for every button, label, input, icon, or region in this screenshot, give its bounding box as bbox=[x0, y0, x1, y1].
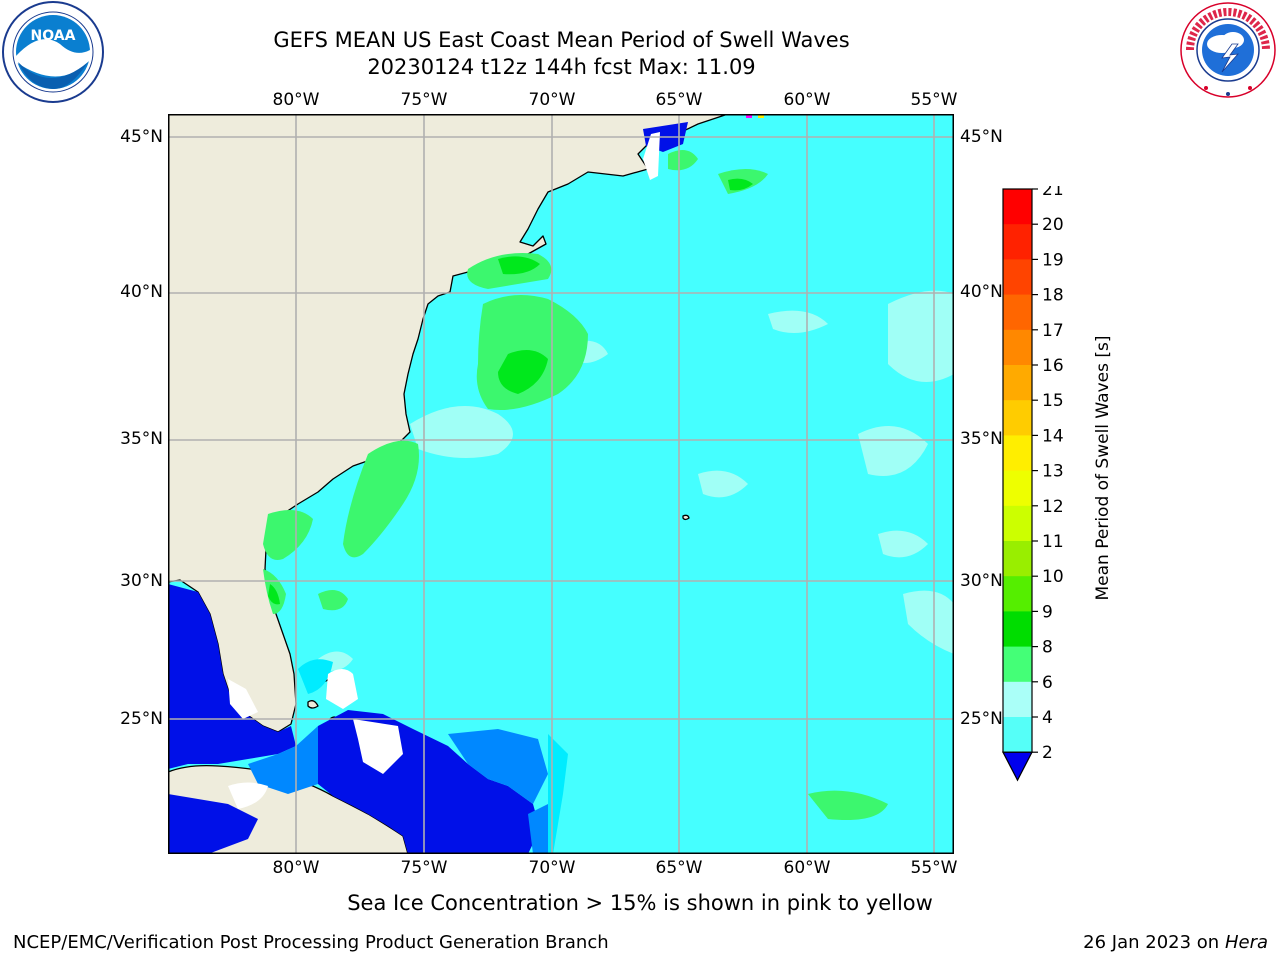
colorbar-band bbox=[1003, 224, 1032, 260]
colorbar-tick-label: 20 bbox=[1042, 215, 1064, 235]
colorbar-band bbox=[1003, 541, 1032, 577]
period-6-8-fill bbox=[298, 659, 568, 854]
nws-logo bbox=[1176, 0, 1280, 100]
swell-period-map bbox=[167, 113, 954, 855]
machine-name: Hera bbox=[1224, 932, 1268, 953]
credit-text: NCEP/EMC/Verification Post Processing Pr… bbox=[13, 932, 609, 953]
period-4-6-fill bbox=[248, 726, 548, 854]
colorbar-tick-label: 15 bbox=[1042, 391, 1064, 411]
colorbar-tick-label: 8 bbox=[1042, 638, 1053, 658]
lon-label-top: 70°W bbox=[528, 90, 576, 110]
colorbar-band bbox=[1003, 470, 1032, 507]
lat-label-left: 25°N bbox=[120, 709, 163, 729]
lat-label-right: 40°N bbox=[960, 282, 1003, 302]
lat-label-right: 35°N bbox=[960, 429, 1003, 449]
colorbar-tick-label: 6 bbox=[1042, 673, 1053, 693]
date-stamp: 26 Jan 2023 on Hera bbox=[1083, 932, 1268, 953]
lon-label-top: 55°W bbox=[910, 90, 958, 110]
colorbar-tick-label: 11 bbox=[1042, 532, 1064, 552]
colorbar-label: Mean Period of Swell Waves [s] bbox=[1093, 335, 1113, 601]
colorbar-band bbox=[1003, 400, 1032, 436]
lon-label-bottom: 80°W bbox=[272, 858, 320, 878]
sea-ice-note: Sea Ice Concentration > 15% is shown in … bbox=[0, 891, 1280, 915]
colorbar-band bbox=[1003, 505, 1032, 542]
chart-title: GEFS MEAN US East Coast Mean Period of S… bbox=[273, 28, 850, 52]
colorbar-band bbox=[1003, 681, 1032, 718]
colorbar-svg: 21 20 19 18 17 16 15 14 13 12 11 10 9 8 6 4 2 bbox=[1002, 180, 1064, 782]
colorbar-tick-label: 17 bbox=[1042, 321, 1064, 341]
colorbar-tick-label: 12 bbox=[1042, 497, 1064, 517]
date-text: 26 Jan 2023 on bbox=[1083, 932, 1225, 953]
sea-ice-note-text: Sea Ice Concentration > 15% is shown in … bbox=[347, 891, 933, 915]
sea-ice-markers bbox=[746, 114, 764, 118]
colorbar-band bbox=[1003, 329, 1032, 366]
colorbar-band bbox=[1003, 611, 1032, 648]
lon-label-top: 80°W bbox=[272, 90, 320, 110]
lon-label-bottom: 75°W bbox=[400, 858, 448, 878]
lat-label-right: 45°N bbox=[960, 127, 1003, 147]
lat-label-right: 30°N bbox=[960, 571, 1003, 591]
colorbar-tick-label: 2 bbox=[1042, 743, 1053, 763]
lat-label-left: 30°N bbox=[120, 571, 163, 591]
map-border bbox=[168, 114, 954, 854]
lat-label-left: 40°N bbox=[120, 282, 163, 302]
lon-label-bottom: 55°W bbox=[910, 858, 958, 878]
lat-label-left: 45°N bbox=[120, 127, 163, 147]
chart-subtitle: 20230124 t12z 144h fcst Max: 11.09 bbox=[367, 55, 756, 79]
colorbar-band bbox=[1003, 435, 1032, 472]
colorbar-tick-label: 10 bbox=[1042, 567, 1064, 587]
graticule bbox=[168, 114, 954, 854]
lon-label-top: 60°W bbox=[783, 90, 831, 110]
map-canvas bbox=[167, 113, 954, 855]
lon-label-bottom: 70°W bbox=[528, 858, 576, 878]
colorbar-band bbox=[1003, 259, 1032, 296]
lat-label-left: 35°N bbox=[120, 429, 163, 449]
lon-label-top: 65°W bbox=[655, 90, 703, 110]
colorbar-tick-label: 21 bbox=[1042, 186, 1064, 200]
colorbar-band bbox=[1003, 576, 1032, 612]
masked-areas bbox=[228, 132, 660, 809]
colorbar-tick-label: 19 bbox=[1042, 250, 1064, 270]
colorbar-tick-label: 14 bbox=[1042, 426, 1064, 446]
colorbar-tick-label: 9 bbox=[1042, 602, 1053, 622]
period-8-9-patches bbox=[318, 290, 954, 671]
lon-label-bottom: 60°W bbox=[783, 858, 831, 878]
colorbar-tick-label: 13 bbox=[1042, 462, 1064, 482]
colorbar-band bbox=[1003, 717, 1032, 753]
colorbar-band bbox=[1003, 294, 1032, 331]
lon-label-bottom: 65°W bbox=[655, 858, 703, 878]
colorbar-band bbox=[1003, 189, 1032, 225]
colorbar: 21 20 19 18 17 16 15 14 13 12 11 10 9 8 6 4 2 bbox=[1000, 180, 1080, 790]
lon-label-top: 75°W bbox=[400, 90, 448, 110]
colorbar-band bbox=[1003, 646, 1032, 683]
noaa-logo: NOAA bbox=[0, 0, 106, 106]
lat-label-right: 25°N bbox=[960, 709, 1003, 729]
colorbar-tick-label: 16 bbox=[1042, 356, 1064, 376]
svg-text:NOAA: NOAA bbox=[31, 28, 76, 44]
colorbar-tick-label: 4 bbox=[1042, 708, 1053, 728]
colorbar-under-arrow bbox=[1002, 751, 1033, 782]
colorbar-band bbox=[1003, 365, 1032, 401]
colorbar-tick-label: 18 bbox=[1042, 286, 1064, 306]
period-10-11-fill bbox=[268, 178, 753, 605]
